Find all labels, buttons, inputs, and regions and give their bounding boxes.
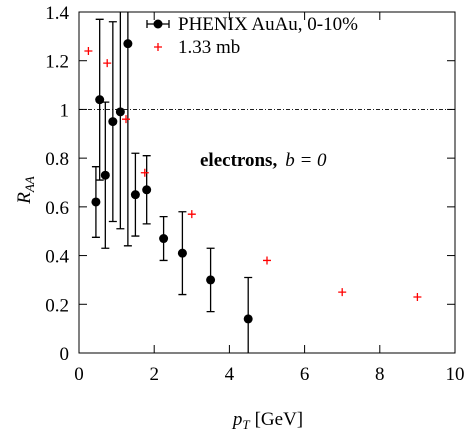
y-tick-label: 1 (60, 100, 70, 121)
data-point (84, 46, 93, 55)
x-label-main: p (231, 409, 243, 430)
data-point (177, 248, 187, 258)
y-axis-label: RAA (14, 176, 37, 205)
data-point (159, 234, 169, 244)
legend-marker (153, 19, 163, 29)
data-point (187, 210, 196, 219)
y-tick-label: 0.2 (45, 295, 69, 316)
data-point (108, 117, 118, 127)
y-label-main: R (14, 192, 35, 205)
plot-area (84, 12, 422, 353)
error-bar (123, 12, 132, 247)
y-tick-label: 0.8 (45, 149, 69, 170)
x-tick-label: 8 (375, 364, 385, 385)
data-point (123, 39, 133, 49)
y-tick-label: 1.4 (45, 3, 69, 24)
y-tick-label: 1.2 (45, 52, 69, 73)
x-label-unit: [GeV] (255, 409, 304, 430)
legend-label: PHENIX AuAu, 0-10% (178, 14, 358, 35)
data-point (263, 256, 271, 265)
data-point (95, 95, 105, 105)
y-label-sub: AA (22, 176, 37, 193)
legend-marker (154, 43, 162, 51)
data-point (206, 275, 216, 285)
y-tick-label: 0.4 (45, 247, 69, 268)
annotation-bold: electrons, (200, 150, 277, 171)
data-point (130, 190, 140, 200)
legend-label: 1.33 mb (178, 37, 240, 58)
annotation: electrons, b = 0 (200, 150, 327, 171)
x-label-sub: T (242, 417, 250, 432)
data-point (115, 107, 125, 117)
plot-frame (78, 11, 456, 354)
data-point (142, 185, 152, 195)
data-point (338, 288, 347, 297)
data-point (100, 170, 110, 180)
y-tick-label: 0.6 (45, 198, 69, 219)
data-point (122, 115, 130, 124)
data-point (413, 292, 422, 301)
x-label: pT [GeV] (231, 409, 303, 432)
x-tick-label: 6 (300, 364, 310, 385)
x-tick-label: 0 (74, 364, 84, 385)
data-point (103, 59, 112, 68)
data-point (140, 168, 149, 177)
y-label: RAA (14, 176, 37, 205)
annotation-italic: b = 0 (285, 150, 327, 171)
x-tick-label: 10 (446, 364, 465, 385)
x-axis-label: pT [GeV] (231, 409, 303, 432)
data-point (91, 197, 101, 207)
data-point (243, 314, 253, 324)
x-tick-label: 4 (225, 364, 235, 385)
y-tick-label: 0 (60, 344, 70, 365)
x-tick-label: 2 (149, 364, 159, 385)
